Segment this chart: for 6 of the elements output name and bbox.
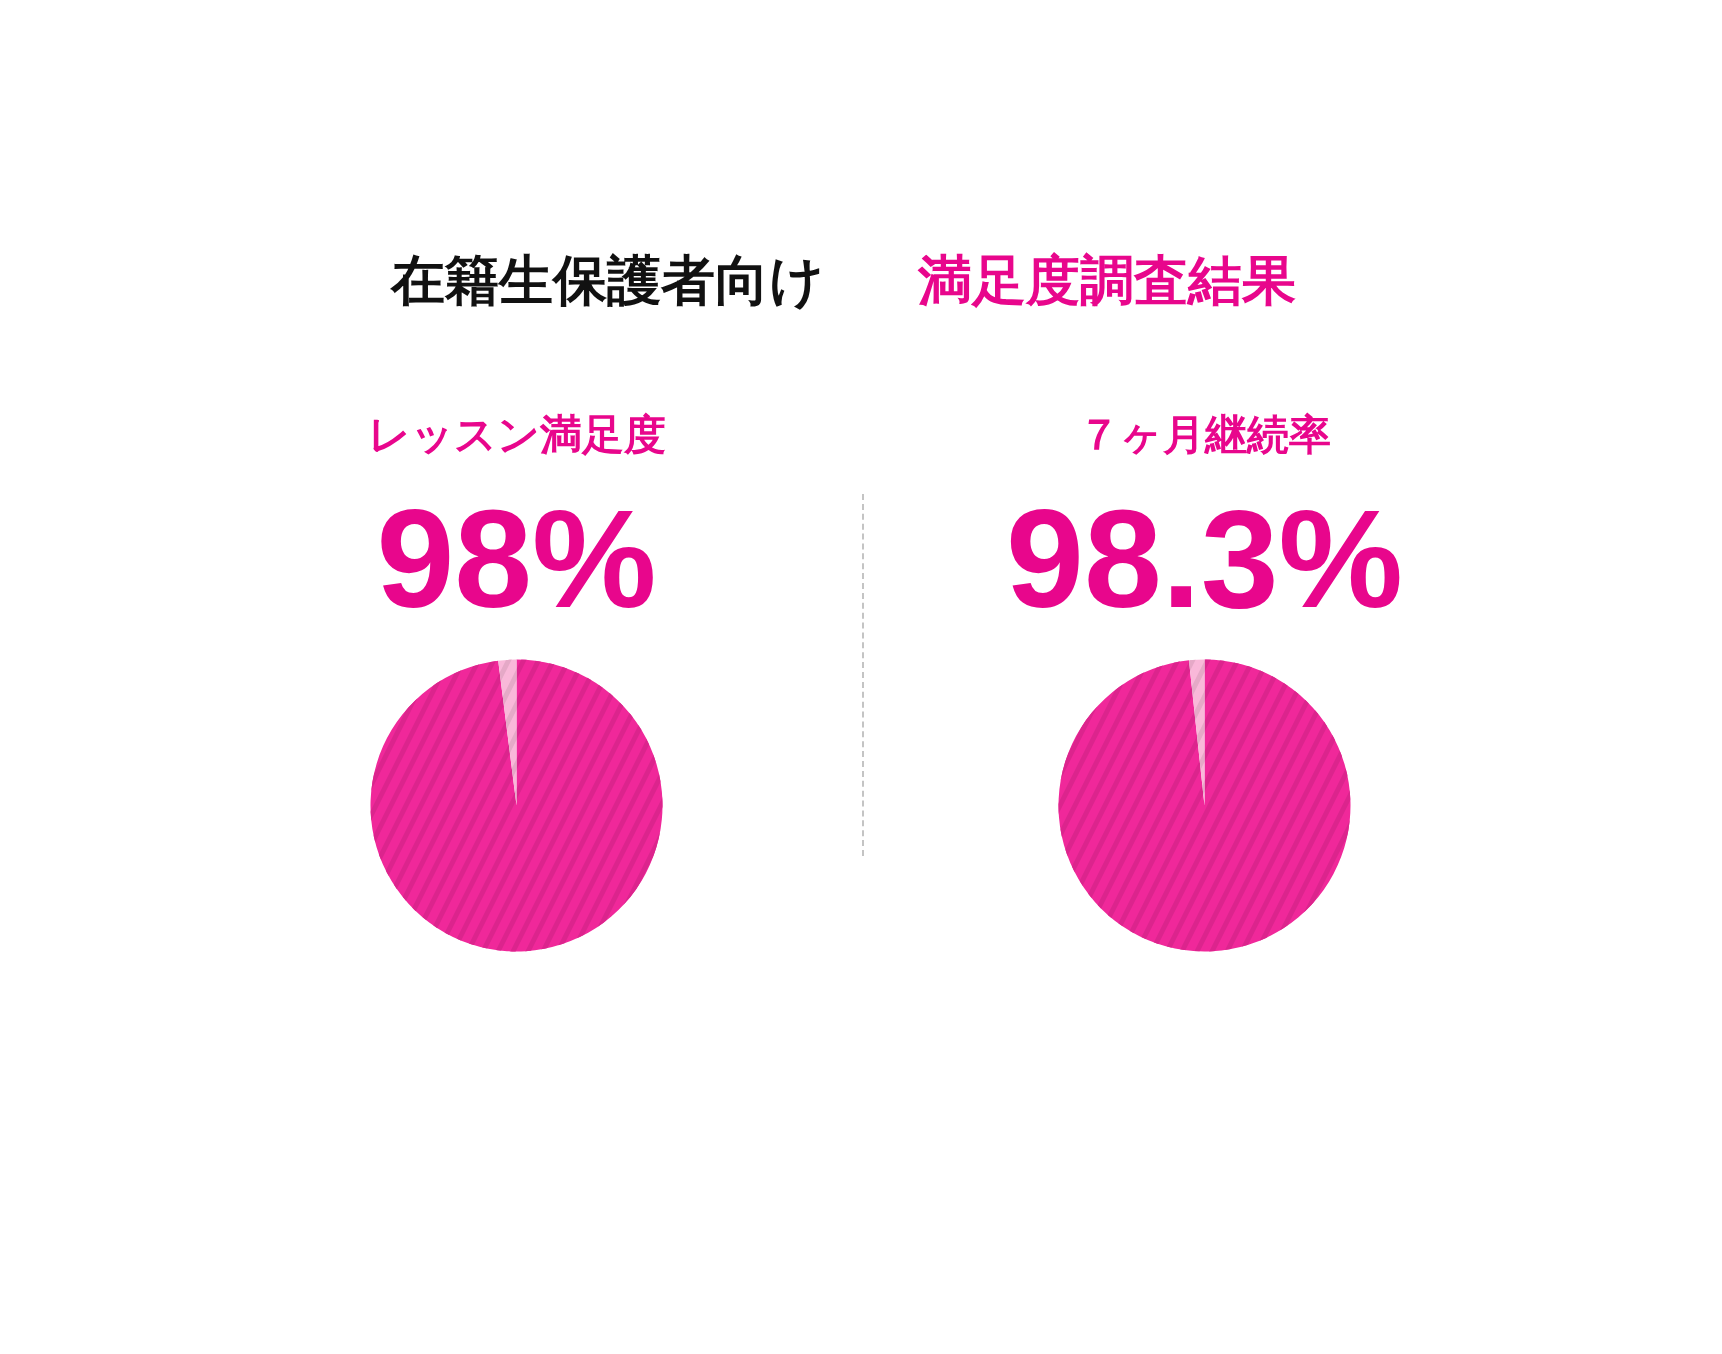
chart-title: ７ヶ月継続率 [1078, 410, 1331, 459]
text: 満足度調査結果 [916, 249, 1296, 312]
text: 在籍生保護者向け [388, 249, 824, 312]
data-label: 98.3% [1006, 480, 1403, 637]
chart-title: レッスン満足度 [367, 410, 666, 459]
data-label: 98% [376, 480, 657, 637]
